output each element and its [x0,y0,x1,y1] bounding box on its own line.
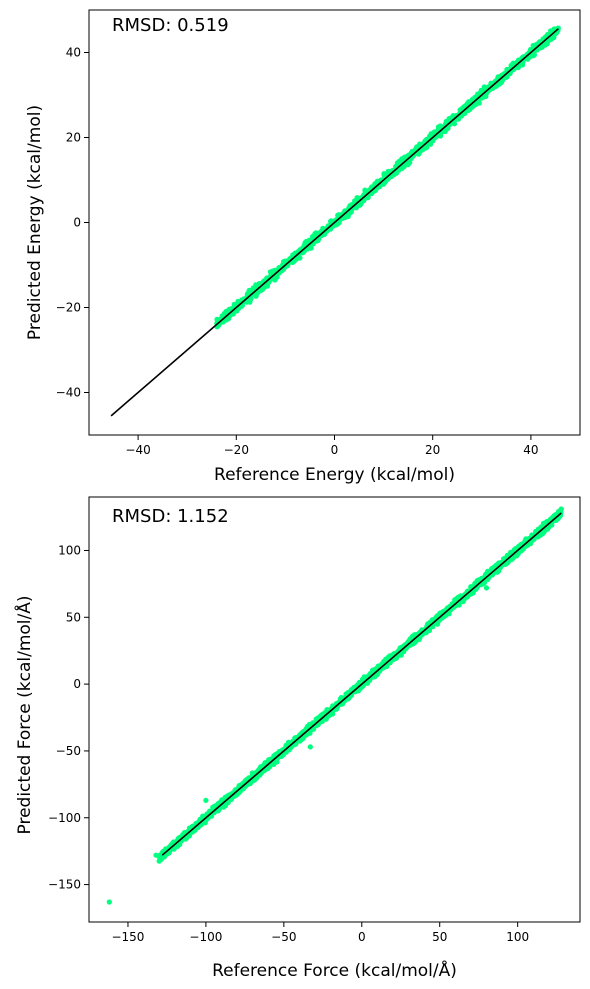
energy-point [476,100,482,106]
energy-x-tick-label: 20 [425,443,440,457]
force-y-tick-label: 0 [73,677,81,691]
force-x-tick-label: −50 [271,930,296,944]
energy-point [428,131,434,137]
energy-point [342,214,348,221]
energy-x-tick-label: 0 [331,443,339,457]
energy-rmsd-annotation: RMSD: 0.519 [112,15,229,36]
force-x-axis-label: Reference Force (kcal/mol/Å) [212,959,457,981]
energy-point [497,75,503,81]
force-point [451,603,458,609]
energy-y-tick-label: 0 [73,216,81,230]
force-y-tick-label: 100 [58,543,81,557]
force-y-ticks: −150 −100 −50 0 50 100 [48,543,89,892]
force-x-ticks: −150 −100 −50 0 50 100 [111,922,529,944]
force-parity-plot: −150 −100 −50 0 50 100 −150 −100 −50 0 50 100 RMSD… [13,496,581,981]
energy-x-axis-label: Reference Energy (kcal/mol) [214,465,455,485]
force-reference-line [161,512,562,856]
energy-reference-line [110,28,559,417]
energy-point [518,62,524,68]
force-y-tick-label: −100 [48,811,81,825]
force-point [407,636,413,642]
force-plot-frame [88,496,581,923]
force-point [385,655,391,661]
force-identity-line [161,512,562,856]
energy-point [547,36,553,42]
force-x-tick-label: −100 [189,930,222,944]
force-outlier-point [203,797,209,804]
force-point [249,770,255,776]
energy-y-tick-label: 40 [66,46,81,60]
energy-y-tick-label: −20 [56,301,81,315]
force-y-tick-label: 50 [66,610,81,624]
force-point [323,716,329,722]
energy-point [394,160,400,166]
energy-point [365,195,371,201]
force-x-tick-label: 0 [358,930,366,944]
force-outlier-point [307,744,313,750]
energy-point [248,296,254,302]
force-point [272,759,278,766]
force-y-tick-label: −50 [56,744,81,758]
energy-point [282,258,288,264]
force-y-tick-label: −150 [48,878,81,892]
force-x-tick-label: 100 [506,930,529,944]
force-point [160,853,166,859]
energy-x-tick-label: −20 [224,443,249,457]
force-point [299,736,305,743]
energy-y-tick-label: −40 [56,386,81,400]
force-outlier-point [106,899,112,905]
force-x-tick-label: −150 [111,930,144,944]
force-point [558,509,564,515]
force-point [215,808,221,814]
force-point [211,803,217,810]
force-outlier-point [183,836,189,842]
energy-x-tick-label: 40 [523,443,538,457]
force-y-axis-label: Predicted Force (kcal/mol/Å) [13,596,35,835]
energy-identity-line [110,28,559,417]
energy-y-tick-label: 20 [66,131,81,145]
energy-y-ticks: −40 −20 0 20 40 [56,46,89,400]
force-point [516,545,523,551]
force-outlier-point [153,852,159,858]
energy-y-axis-label: Predicted Energy (kcal/mol) [25,105,45,340]
energy-x-tick-label: −40 [125,443,150,457]
force-outlier-point [483,585,490,591]
energy-point [401,164,407,170]
force-x-tick-label: 50 [432,930,447,944]
energy-x-ticks: −40 −20 0 20 40 [125,435,539,457]
force-point [417,635,423,642]
force-rmsd-annotation: RMSD: 1.152 [112,506,229,527]
force-point [493,569,500,575]
energy-parity-plot: −40 −20 0 20 40 −40 −20 0 20 40 RMSD: 0.519 Refe… [25,9,581,485]
